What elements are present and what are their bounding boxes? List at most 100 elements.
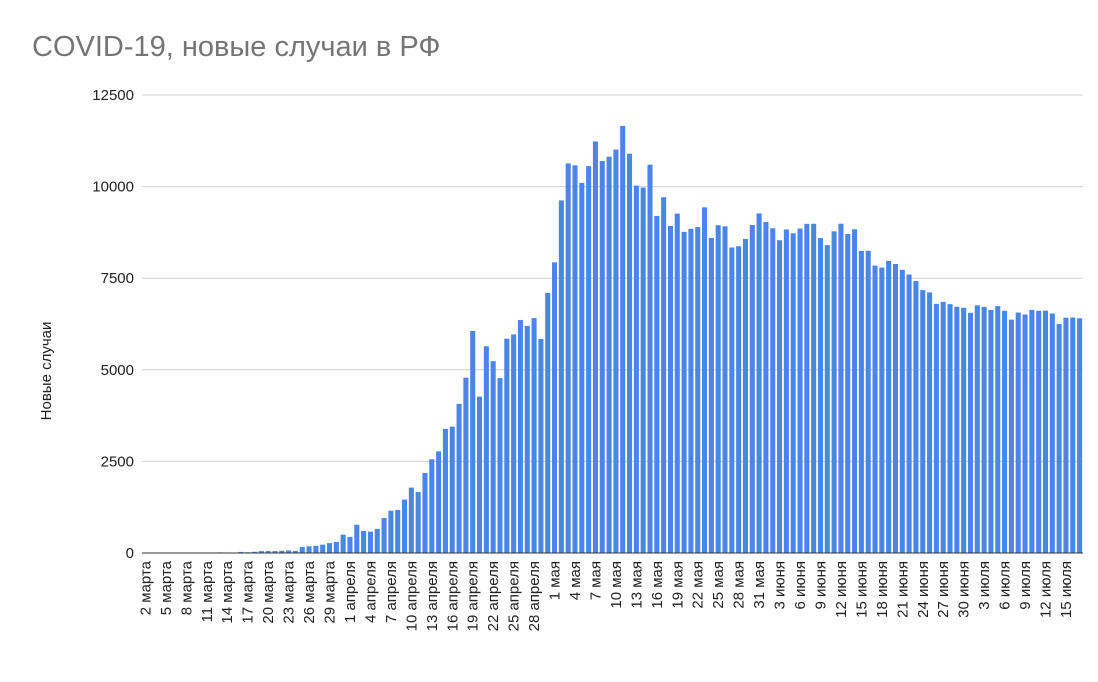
bar xyxy=(1015,312,1021,553)
bar xyxy=(1042,310,1049,553)
x-tick-label: 13 мая xyxy=(628,561,645,609)
bar xyxy=(579,182,585,553)
bar xyxy=(756,213,762,554)
x-tick-label: 25 апреля xyxy=(506,561,523,631)
bar xyxy=(361,530,367,553)
bar xyxy=(326,543,333,553)
x-tick-label: 15 июля xyxy=(1058,561,1075,618)
bar xyxy=(886,260,892,553)
x-tick-label: 8 марта xyxy=(178,560,195,615)
x-tick-label: 15 июня xyxy=(853,561,870,618)
bar xyxy=(279,550,285,553)
y-tick-label: 5000 xyxy=(101,362,134,379)
bar xyxy=(449,426,455,553)
x-tick-label: 16 апреля xyxy=(444,561,461,631)
y-tick-label: 10000 xyxy=(92,179,134,196)
bar xyxy=(1008,319,1014,553)
x-tick-label: 12 июля xyxy=(1037,561,1054,618)
chart-title: COVID-19, новые случаи в РФ xyxy=(32,31,440,63)
x-tick-label: 5 марта xyxy=(158,560,175,615)
bar xyxy=(906,274,912,553)
x-tick-label: 4 апреля xyxy=(362,561,379,623)
bar xyxy=(251,551,258,553)
x-tick-label: 10 мая xyxy=(608,561,625,609)
bar xyxy=(933,303,939,553)
bar xyxy=(292,550,298,553)
bar xyxy=(333,541,339,553)
bar xyxy=(490,361,496,553)
x-tick-label: 12 июня xyxy=(833,561,850,618)
bar xyxy=(552,262,558,553)
x-tick-label: 29 марта xyxy=(322,560,339,623)
x-tick-label: 21 июня xyxy=(894,561,911,618)
bar xyxy=(661,197,667,553)
x-tick-label: 4 мая xyxy=(567,561,584,600)
bar xyxy=(940,301,946,553)
x-tick-label: 27 июня xyxy=(935,561,952,618)
bar xyxy=(538,338,544,553)
bar xyxy=(429,459,435,553)
bar xyxy=(1022,314,1028,553)
bar xyxy=(1063,317,1069,553)
bar xyxy=(770,228,776,553)
bar xyxy=(681,231,687,554)
bar xyxy=(497,378,503,553)
x-tick-label: 14 марта xyxy=(219,560,236,623)
bar xyxy=(1029,309,1035,553)
bar xyxy=(654,215,660,554)
x-tick-label: 20 марта xyxy=(260,560,277,623)
bar xyxy=(715,225,721,553)
x-tick-label: 24 июня xyxy=(915,561,932,618)
bar xyxy=(824,245,830,553)
bar xyxy=(1002,310,1008,553)
bar xyxy=(408,487,414,553)
bar xyxy=(613,149,619,553)
bar xyxy=(306,546,312,553)
x-tick-label: 6 июня xyxy=(792,561,809,610)
bar xyxy=(913,280,919,553)
x-tick-label: 7 апреля xyxy=(383,561,400,623)
x-tick-label: 25 мая xyxy=(710,561,727,609)
bar xyxy=(927,292,933,553)
x-tick-label: 23 марта xyxy=(281,560,298,623)
bar xyxy=(367,531,373,553)
bar xyxy=(852,229,858,554)
bar xyxy=(606,156,612,554)
x-tick-label: 17 марта xyxy=(240,560,257,623)
x-tick-label: 1 апреля xyxy=(342,561,359,623)
x-tick-label: 3 июня xyxy=(772,561,789,610)
x-tick-label: 28 мая xyxy=(731,561,748,609)
bar xyxy=(524,325,530,553)
bar xyxy=(238,551,244,553)
bar xyxy=(783,229,789,553)
bar xyxy=(817,238,823,553)
bar xyxy=(674,213,680,553)
bar xyxy=(395,509,401,553)
bar xyxy=(954,306,960,553)
bar xyxy=(729,247,735,554)
bar xyxy=(838,223,844,554)
bar xyxy=(511,334,517,553)
bar xyxy=(981,306,987,553)
bar xyxy=(988,310,994,553)
bar xyxy=(1077,318,1083,553)
x-tick-label: 13 апреля xyxy=(424,561,441,631)
x-tick-label: 31 мая xyxy=(751,561,768,609)
bar xyxy=(702,207,708,553)
bar xyxy=(804,223,810,553)
x-tick-label: 26 марта xyxy=(301,560,318,623)
bar xyxy=(545,292,551,553)
bar xyxy=(504,338,510,553)
bar xyxy=(483,346,489,553)
bar xyxy=(872,265,878,553)
bar xyxy=(340,534,346,553)
bar xyxy=(620,125,626,553)
bar xyxy=(1049,313,1055,553)
bar xyxy=(879,267,885,553)
x-tick-label: 6 июля xyxy=(997,561,1014,610)
bar xyxy=(265,551,271,553)
y-tick-label: 12500 xyxy=(92,87,134,104)
bar xyxy=(354,524,360,553)
bar xyxy=(892,263,899,553)
bar xyxy=(736,246,742,553)
